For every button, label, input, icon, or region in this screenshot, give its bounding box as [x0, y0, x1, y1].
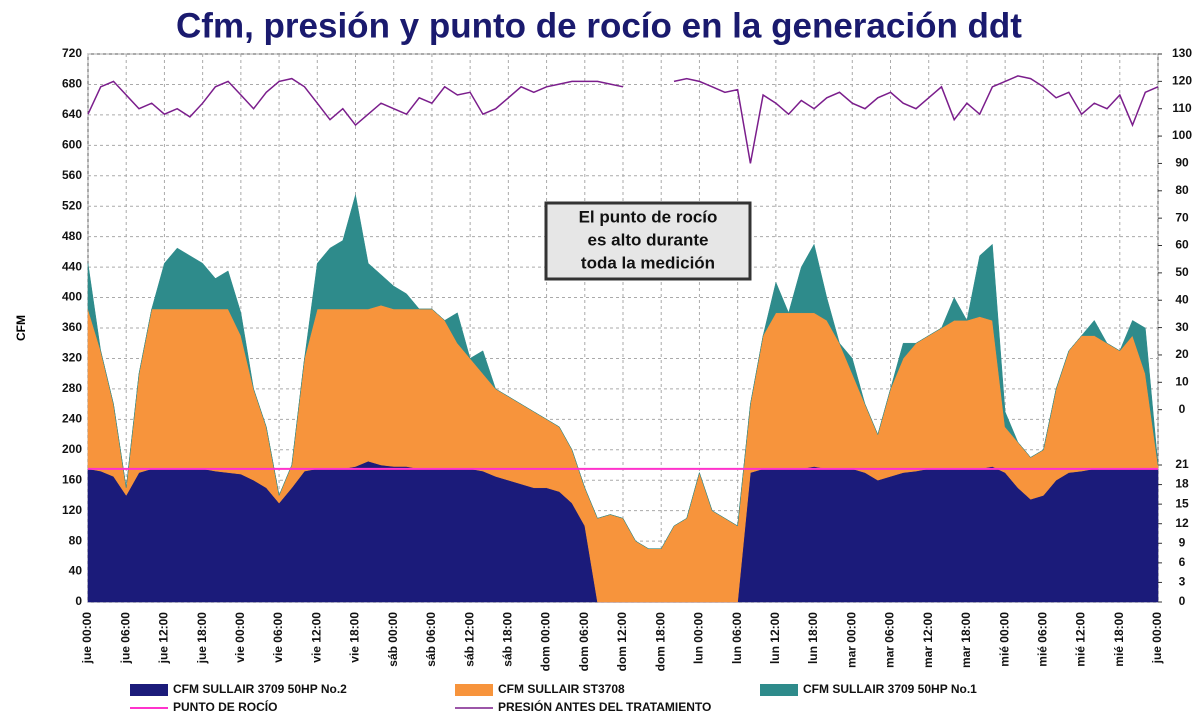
y-tick-label: 640 [62, 107, 82, 121]
y2-tick-label: 40 [1175, 292, 1189, 306]
legend-swatch [130, 684, 168, 696]
y2-tick-label: 20 [1175, 347, 1189, 361]
annotation-text: es alto durante [588, 230, 709, 249]
y2-tick-label: 50 [1175, 265, 1189, 279]
legend-swatch [760, 684, 798, 696]
x-tick-label: vie 18:00 [348, 612, 362, 663]
x-tick-label: dom 18:00 [653, 612, 667, 672]
x-tick-label: jue 18:00 [195, 612, 209, 665]
line [87, 75, 1159, 164]
y-tick-label: 0 [75, 594, 82, 608]
y-tick-label: 480 [62, 229, 82, 243]
y3-tick-label: 12 [1175, 516, 1189, 530]
y-tick-label: 560 [62, 168, 82, 182]
y-tick-label: 160 [62, 472, 82, 486]
y2-tick-label: 70 [1175, 210, 1189, 224]
x-tick-label: mar 18:00 [959, 612, 973, 668]
y2-tick-label: 100 [1172, 128, 1192, 142]
x-tick-label: mié 00:00 [997, 612, 1011, 667]
x-tick-label: vie 12:00 [309, 612, 323, 663]
x-tick-label: mié 18:00 [1112, 612, 1126, 667]
y2-tick-label: 130 [1172, 46, 1192, 60]
y-tick-label: 80 [69, 533, 83, 547]
legend-label: CFM SULLAIR ST3708 [498, 682, 625, 696]
x-tick-label: lun 12:00 [768, 612, 782, 664]
y3-tick-label: 21 [1175, 457, 1189, 471]
x-tick-label: lun 06:00 [730, 612, 744, 664]
y-tick-label: 40 [69, 564, 83, 578]
x-tick-label: lun 18:00 [806, 612, 820, 664]
x-tick-label: vie 06:00 [271, 612, 285, 663]
x-tick-label: sáb 18:00 [501, 612, 515, 667]
annotation-box [544, 201, 752, 281]
legend-swatch [455, 684, 493, 696]
y-tick-label: 360 [62, 320, 82, 334]
x-tick-label: mié 12:00 [1074, 612, 1088, 667]
y-tick-label: 720 [62, 46, 82, 60]
y-tick-label: 320 [62, 351, 82, 365]
y-axis-label: CFM [14, 315, 28, 341]
y-tick-label: 600 [62, 138, 82, 152]
y2-tick-label: 60 [1175, 238, 1189, 252]
y3-tick-label: 6 [1179, 555, 1186, 569]
y3-tick-label: 3 [1179, 575, 1186, 589]
x-tick-label: lun 00:00 [692, 612, 706, 664]
y-tick-label: 680 [62, 77, 82, 91]
y3-tick-label: 9 [1179, 535, 1186, 549]
y-tick-label: 400 [62, 290, 82, 304]
x-tick-label: jue 12:00 [157, 612, 171, 665]
legend-label: CFM SULLAIR 3709 50HP No.2 [173, 682, 347, 696]
x-tick-label: jue 06:00 [118, 612, 132, 665]
x-tick-label: sáb 00:00 [386, 612, 400, 667]
y3-tick-label: 18 [1175, 477, 1189, 491]
x-tick-label: dom 06:00 [577, 612, 591, 672]
legend-label: PRESIÓN ANTES DEL TRATAMIENTO [498, 699, 711, 714]
y-tick-label: 240 [62, 412, 82, 426]
x-tick-label: jue 00:00 [80, 612, 94, 665]
y2-tick-label: 80 [1175, 183, 1189, 197]
x-tick-label: mar 06:00 [883, 612, 897, 668]
x-tick-label: dom 12:00 [615, 612, 629, 672]
x-tick-label: vie 00:00 [233, 612, 247, 663]
area [87, 194, 1159, 549]
y-tick-label: 520 [62, 198, 82, 212]
x-tick-label: dom 00:00 [539, 612, 553, 672]
x-tick-label: mar 12:00 [921, 612, 935, 668]
x-tick-label: mar 00:00 [844, 612, 858, 668]
y-tick-label: 200 [62, 442, 82, 456]
y2-tick-label: 90 [1175, 156, 1189, 170]
x-tick-label: sáb 12:00 [462, 612, 476, 667]
y2-tick-label: 10 [1175, 374, 1189, 388]
y2-tick-label: 110 [1172, 101, 1192, 115]
x-tick-label: sáb 06:00 [424, 612, 438, 667]
legend-label: PUNTO DE ROCÍO [173, 699, 277, 714]
chart-title: Cfm, presión y punto de rocío en la gene… [176, 6, 1022, 45]
y-tick-label: 280 [62, 381, 82, 395]
y2-tick-label: 0 [1179, 402, 1186, 416]
annotation-text: toda la medición [581, 253, 715, 272]
legend-label: CFM SULLAIR 3709 50HP No.1 [803, 682, 977, 696]
x-tick-label: mié 06:00 [1036, 612, 1050, 667]
x-tick-label: jue 00:00 [1150, 612, 1164, 665]
y2-tick-label: 30 [1175, 320, 1189, 334]
annotation-text: El punto de rocío [579, 207, 718, 226]
y3-tick-label: 0 [1179, 594, 1186, 608]
y-tick-label: 440 [62, 259, 82, 273]
y-tick-label: 120 [62, 503, 82, 517]
y2-tick-label: 120 [1172, 74, 1192, 88]
y3-tick-label: 15 [1175, 496, 1189, 510]
